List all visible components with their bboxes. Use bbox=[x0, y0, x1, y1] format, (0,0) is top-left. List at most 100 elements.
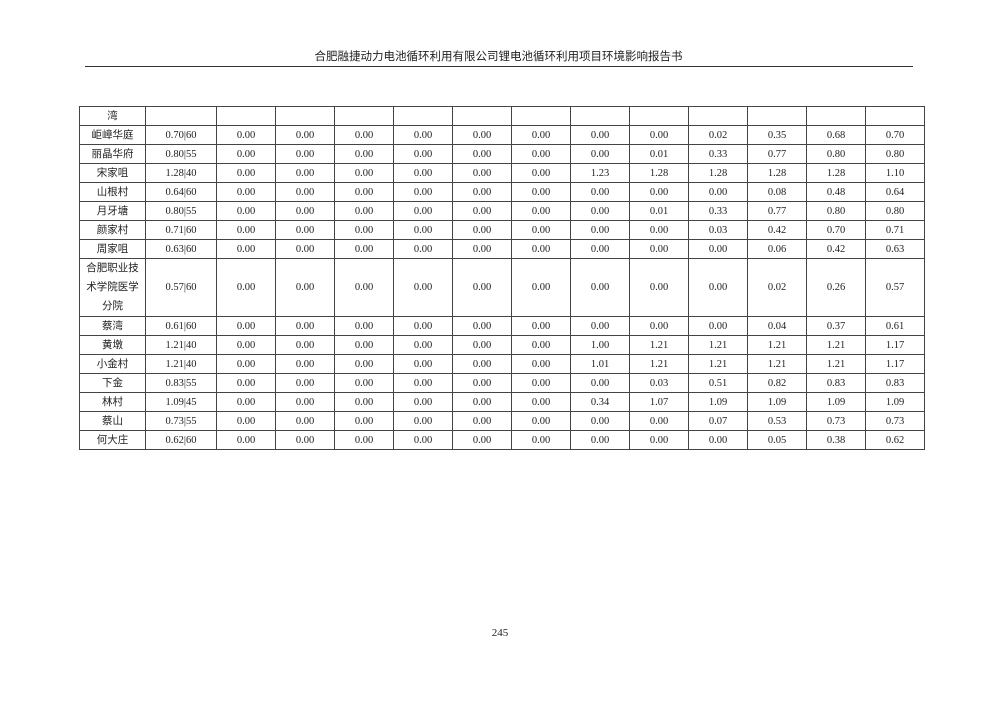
value-cell: 1.17 bbox=[865, 354, 925, 374]
value-cell: 0.00 bbox=[452, 373, 512, 393]
value-cell: 0.02 bbox=[688, 125, 748, 145]
value-cell: 0.00 bbox=[393, 239, 453, 259]
value-cell: 0.00 bbox=[216, 144, 276, 164]
value-cell: 0.00 bbox=[452, 354, 512, 374]
value-cell: 0.00 bbox=[629, 411, 689, 431]
value-cell: 0.00 bbox=[334, 182, 394, 202]
value-cell: 0.00 bbox=[452, 125, 512, 145]
value-cell: 0.00 bbox=[275, 354, 335, 374]
page-number: 245 bbox=[491, 627, 509, 639]
value-cell: 0.00 bbox=[511, 430, 571, 450]
value-cell: 0.00 bbox=[511, 239, 571, 259]
value-cell: 0.00 bbox=[393, 125, 453, 145]
value-cell: 0.00 bbox=[334, 163, 394, 183]
value-cell: 1.17 bbox=[865, 335, 925, 355]
value-cell: 0.00 bbox=[216, 335, 276, 355]
value-cell: 0.00 bbox=[216, 411, 276, 431]
value-cell: 0.00 bbox=[216, 220, 276, 240]
value-cell: 0.00 bbox=[452, 182, 512, 202]
value-cell: 1.01 bbox=[570, 354, 630, 374]
value-cell: 0.00 bbox=[570, 144, 630, 164]
max-value-cell: 0.80|55 bbox=[145, 144, 217, 164]
location-name-cell: 合肥职业技术学院医学分院 bbox=[79, 258, 146, 317]
value-cell: 0.00 bbox=[216, 354, 276, 374]
value-cell: 1.21 bbox=[747, 354, 807, 374]
value-cell: 0.00 bbox=[393, 316, 453, 336]
value-cell: 0.00 bbox=[393, 373, 453, 393]
value-cell: 0.77 bbox=[747, 201, 807, 221]
value-cell bbox=[511, 106, 571, 126]
value-cell: 0.71 bbox=[865, 220, 925, 240]
value-cell: 0.51 bbox=[688, 373, 748, 393]
value-cell: 0.00 bbox=[511, 258, 571, 317]
value-cell: 0.37 bbox=[806, 316, 866, 336]
value-cell bbox=[865, 106, 925, 126]
table-row: 小金村 1.21|40 0.00 0.00 0.00 0.00 0.00 0.00 1.01 1.… bbox=[79, 354, 925, 374]
value-cell: 0.00 bbox=[393, 258, 453, 317]
value-cell: 0.00 bbox=[511, 220, 571, 240]
max-value-cell: 0.71|60 bbox=[145, 220, 217, 240]
value-cell: 0.00 bbox=[511, 182, 571, 202]
value-cell: 1.10 bbox=[865, 163, 925, 183]
value-cell: 0.00 bbox=[216, 373, 276, 393]
max-value-cell: 0.62|60 bbox=[145, 430, 217, 450]
value-cell: 0.64 bbox=[865, 182, 925, 202]
value-cell: 0.00 bbox=[452, 144, 512, 164]
value-cell: 0.00 bbox=[511, 392, 571, 412]
location-name-cell: 岠嶂华庭 bbox=[79, 125, 146, 145]
location-name-cell: 丽晶华府 bbox=[79, 144, 146, 164]
max-value-cell bbox=[145, 106, 217, 126]
value-cell: 0.07 bbox=[688, 411, 748, 431]
value-cell: 0.00 bbox=[452, 239, 512, 259]
value-cell: 0.00 bbox=[393, 220, 453, 240]
table-row: 林村 1.09|45 0.00 0.00 0.00 0.00 0.00 0.00 0.34 1.0… bbox=[79, 392, 925, 412]
value-cell: 0.00 bbox=[452, 430, 512, 450]
value-cell: 1.28 bbox=[688, 163, 748, 183]
value-cell: 0.00 bbox=[393, 163, 453, 183]
value-cell: 0.02 bbox=[747, 258, 807, 317]
max-value-cell: 0.63|60 bbox=[145, 239, 217, 259]
value-cell: 1.09 bbox=[865, 392, 925, 412]
value-cell: 0.00 bbox=[511, 125, 571, 145]
table-row: 湾 bbox=[79, 106, 925, 126]
value-cell: 0.82 bbox=[747, 373, 807, 393]
value-cell: 0.00 bbox=[393, 182, 453, 202]
value-cell: 0.00 bbox=[275, 125, 335, 145]
value-cell: 0.00 bbox=[275, 316, 335, 336]
value-cell: 1.07 bbox=[629, 392, 689, 412]
value-cell: 0.00 bbox=[570, 373, 630, 393]
value-cell bbox=[275, 106, 335, 126]
value-cell: 0.00 bbox=[511, 354, 571, 374]
value-cell: 0.00 bbox=[452, 316, 512, 336]
value-cell: 0.00 bbox=[511, 316, 571, 336]
value-cell: 0.00 bbox=[275, 144, 335, 164]
header-divider bbox=[85, 66, 913, 67]
location-name-cell: 颜家村 bbox=[79, 220, 146, 240]
value-cell: 1.23 bbox=[570, 163, 630, 183]
table-row: 下金 0.83|55 0.00 0.00 0.00 0.00 0.00 0.00 0.00 0.0… bbox=[79, 373, 925, 393]
value-cell: 0.26 bbox=[806, 258, 866, 317]
value-cell: 0.00 bbox=[275, 392, 335, 412]
value-cell: 0.00 bbox=[570, 430, 630, 450]
value-cell: 0.00 bbox=[452, 335, 512, 355]
value-cell: 0.48 bbox=[806, 182, 866, 202]
value-cell: 0.00 bbox=[275, 220, 335, 240]
value-cell: 0.00 bbox=[452, 392, 512, 412]
value-cell: 0.00 bbox=[452, 411, 512, 431]
value-cell: 1.28 bbox=[747, 163, 807, 183]
value-cell: 0.00 bbox=[216, 392, 276, 412]
value-cell: 0.68 bbox=[806, 125, 866, 145]
table-row: 宋家咀 1.28|40 0.00 0.00 0.00 0.00 0.00 0.00 1.23 1.… bbox=[79, 163, 925, 183]
value-cell: 0.00 bbox=[393, 354, 453, 374]
value-cell: 0.00 bbox=[629, 239, 689, 259]
table-row: 黄墩 1.21|40 0.00 0.00 0.00 0.00 0.00 0.00 1.00 1.2… bbox=[79, 335, 925, 355]
max-value-cell: 0.80|55 bbox=[145, 201, 217, 221]
value-cell: 0.35 bbox=[747, 125, 807, 145]
value-cell: 0.00 bbox=[629, 182, 689, 202]
location-name-cell: 林村 bbox=[79, 392, 146, 412]
value-cell: 0.80 bbox=[865, 144, 925, 164]
table-row: 何大庄 0.62|60 0.00 0.00 0.00 0.00 0.00 0.00 0.00 0.… bbox=[79, 430, 925, 450]
value-cell: 0.53 bbox=[747, 411, 807, 431]
value-cell: 0.00 bbox=[393, 201, 453, 221]
value-cell: 0.00 bbox=[275, 201, 335, 221]
